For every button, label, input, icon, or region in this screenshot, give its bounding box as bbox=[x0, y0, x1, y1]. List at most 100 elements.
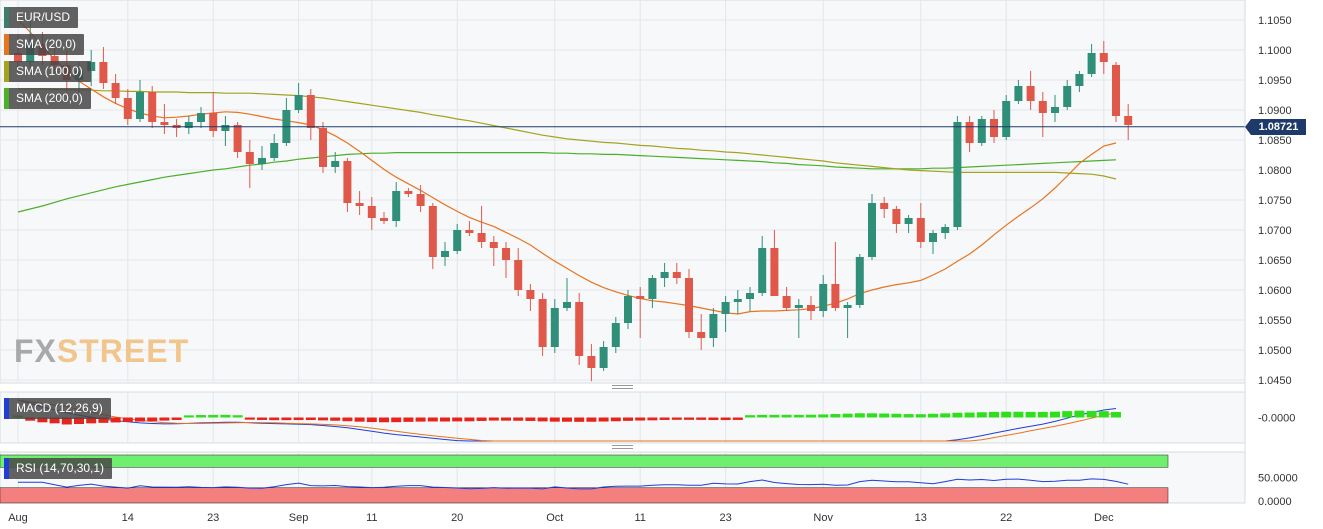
main-panel-bg bbox=[0, 0, 1246, 384]
candle-body bbox=[1124, 116, 1133, 125]
x-tick-label: Sep bbox=[289, 512, 309, 524]
macd-histogram-bar bbox=[342, 417, 353, 422]
candle bbox=[87, 50, 96, 86]
candle bbox=[868, 194, 876, 260]
candle bbox=[538, 293, 547, 356]
candle bbox=[929, 230, 937, 254]
candle bbox=[306, 89, 315, 140]
candle bbox=[477, 206, 486, 248]
candle-body bbox=[209, 113, 218, 131]
legend-swatch-eurusd bbox=[4, 7, 9, 28]
candle bbox=[1002, 95, 1011, 140]
candle bbox=[441, 242, 449, 266]
y-tick-label: 1.0900 bbox=[1258, 105, 1292, 117]
candle-body bbox=[404, 191, 413, 194]
candle bbox=[1014, 80, 1023, 104]
macd-histogram-bar bbox=[1111, 412, 1121, 418]
candle-body bbox=[636, 296, 645, 299]
candle-body bbox=[331, 161, 340, 167]
candle-body bbox=[550, 308, 559, 347]
candle bbox=[1087, 44, 1096, 77]
legend-sma200[interactable]: SMA (200,0) bbox=[4, 88, 91, 109]
y-tick-label: 1.0800 bbox=[1258, 165, 1292, 177]
macd-histogram-bar bbox=[110, 417, 121, 423]
candle-body bbox=[1002, 101, 1011, 137]
macd-histogram-bar bbox=[854, 413, 865, 418]
candle bbox=[587, 344, 596, 382]
rsi-overbought-zone bbox=[0, 454, 1169, 468]
y-tick-label: 1.0500 bbox=[1258, 345, 1292, 357]
candle bbox=[1038, 92, 1047, 137]
candle-body bbox=[758, 248, 767, 293]
candle-body bbox=[306, 95, 315, 128]
candle bbox=[611, 317, 620, 353]
candle-body bbox=[977, 119, 986, 143]
macd-histogram-bar bbox=[757, 414, 768, 418]
candle bbox=[758, 236, 767, 296]
macd-histogram-bar bbox=[1062, 411, 1073, 418]
candle bbox=[343, 158, 352, 212]
candle bbox=[1051, 95, 1059, 122]
candle bbox=[233, 122, 242, 158]
candle-body bbox=[1051, 107, 1059, 113]
macd-histogram-bar bbox=[122, 417, 133, 422]
macd-histogram-bar bbox=[684, 417, 694, 420]
legend-swatch-sma100 bbox=[4, 61, 9, 82]
macd-histogram-bar bbox=[208, 414, 219, 418]
candle-body bbox=[575, 302, 584, 356]
macd-histogram-bar bbox=[976, 412, 987, 418]
candle-body bbox=[807, 305, 815, 311]
candle-body bbox=[416, 194, 425, 206]
candle-body bbox=[880, 203, 889, 209]
macd-histogram-bar bbox=[305, 417, 316, 421]
candle-body bbox=[1099, 53, 1108, 62]
macd-histogram-bar bbox=[269, 417, 280, 421]
candle-body bbox=[1075, 74, 1084, 86]
candle-body bbox=[746, 293, 754, 299]
macd-histogram-bar bbox=[159, 417, 170, 421]
macd-histogram-bar bbox=[232, 415, 243, 418]
macd-histogram-bar bbox=[635, 417, 646, 421]
candle-body bbox=[123, 98, 132, 119]
rsi-line bbox=[18, 478, 1129, 490]
macd-panel-bg bbox=[0, 391, 1246, 444]
macd-histogram-bar bbox=[61, 417, 72, 425]
macd-histogram-bar bbox=[842, 413, 853, 418]
macd-histogram-bar bbox=[464, 417, 475, 422]
macd-histogram-bar bbox=[513, 417, 524, 421]
candle bbox=[660, 263, 669, 287]
candle-body bbox=[1087, 53, 1096, 74]
candle bbox=[1075, 71, 1084, 92]
legend-label-sma20: SMA (20,0) bbox=[16, 37, 77, 51]
candle bbox=[1112, 62, 1120, 122]
legend-eurusd[interactable]: EUR/USD bbox=[4, 7, 79, 28]
candle bbox=[1124, 104, 1133, 140]
legend-sma100[interactable]: SMA (100,0) bbox=[4, 61, 91, 82]
macd-histogram-bar bbox=[708, 417, 719, 421]
legend-macd[interactable]: MACD (12,26,9) bbox=[4, 398, 111, 419]
candle-body bbox=[245, 152, 254, 164]
candle bbox=[648, 275, 657, 308]
candle-body bbox=[831, 284, 840, 308]
legend-rsi[interactable]: RSI (14,70,30,1) bbox=[4, 458, 113, 479]
candle-body bbox=[367, 206, 376, 218]
macd-histogram-bar bbox=[574, 417, 585, 422]
x-tick-label: Aug bbox=[8, 512, 28, 524]
candle bbox=[636, 287, 645, 338]
x-tick-label: Nov bbox=[813, 512, 833, 524]
panel-resize-handle-macd[interactable] bbox=[612, 385, 633, 389]
macd-histogram-bar bbox=[525, 417, 536, 421]
macd-histogram-bar bbox=[879, 413, 890, 418]
legend-sma20[interactable]: SMA (20,0) bbox=[4, 34, 85, 55]
candle-body bbox=[465, 230, 474, 233]
macd-histogram-bar bbox=[989, 411, 999, 418]
candle bbox=[819, 275, 828, 317]
y-tick-label: 1.0650 bbox=[1258, 255, 1292, 267]
candle bbox=[941, 224, 950, 239]
candle bbox=[709, 308, 718, 347]
panel-resize-handle-rsi[interactable] bbox=[612, 445, 633, 449]
candle-body bbox=[685, 278, 693, 332]
macd-histogram-bar bbox=[318, 417, 328, 421]
candle bbox=[184, 116, 193, 134]
